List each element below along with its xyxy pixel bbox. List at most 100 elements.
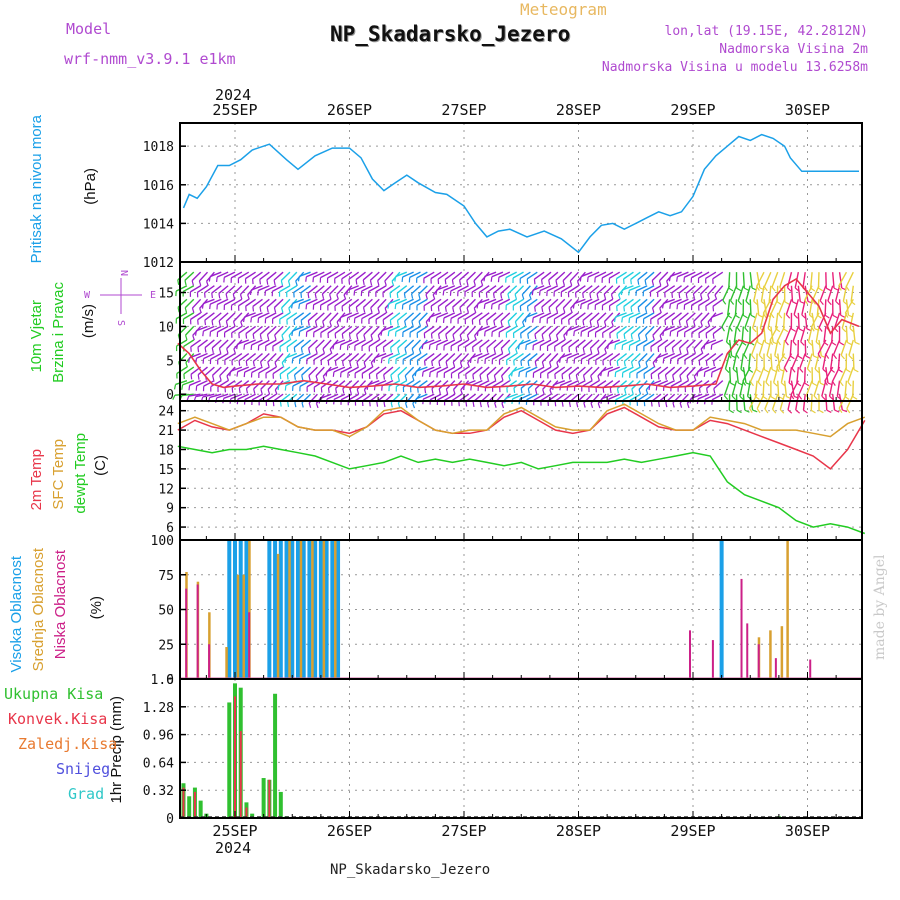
wind-barb (505, 298, 518, 306)
wind-barb (849, 312, 854, 329)
wind-barb-feather (513, 387, 516, 393)
wind-barb (657, 339, 669, 348)
wind-barb (251, 339, 263, 346)
wind-barb (671, 339, 683, 349)
wind-barb-feather (240, 321, 243, 327)
wind-barb (506, 352, 518, 361)
wind-barb (294, 366, 305, 376)
model-name: wrf-nmm_v3.9.1 e1km (64, 50, 236, 68)
wind-barb-feather (493, 347, 496, 354)
wind-barb-feather (789, 355, 795, 360)
wind-barb-feather (329, 348, 333, 354)
wind-barb-feather (696, 371, 699, 377)
wind-barb (589, 312, 600, 322)
wind-barb (211, 312, 222, 322)
wind-barb-feather (243, 344, 246, 350)
wind-barb (711, 312, 724, 318)
wind-barb-feather (830, 368, 835, 373)
wind-barb (541, 271, 552, 281)
year-label-bottom: 2024 (215, 839, 251, 857)
wind-barb (459, 271, 470, 281)
wind-barb (704, 393, 717, 400)
wind-barb (568, 312, 579, 321)
wind-barb-feather (840, 354, 845, 360)
wind-barb (224, 298, 236, 306)
wind-barb-feather (623, 306, 626, 312)
wind-barb (418, 285, 428, 295)
wind-barb-feather (527, 333, 530, 339)
wind-barb (196, 380, 208, 387)
wind-barb (735, 367, 739, 384)
wind-barb (671, 285, 682, 294)
wind-barb-feather (665, 402, 668, 408)
wind-barb (307, 312, 318, 322)
precip-total-bar (278, 791, 283, 818)
wind-barb (756, 299, 760, 316)
wind-barb (777, 326, 786, 342)
wind-barb (209, 271, 222, 278)
wind-barb (554, 339, 566, 348)
wind-barb-feather (735, 314, 740, 319)
wind-barb-feather (341, 306, 344, 312)
cloud-low-bar (208, 644, 211, 679)
wind-barb (355, 271, 366, 281)
wind-barb (210, 325, 222, 333)
wind-barb (679, 366, 689, 377)
wind-barb (238, 380, 250, 389)
wind-barb-feather (375, 374, 378, 380)
wind-barb (272, 285, 284, 292)
wind-barb (377, 271, 387, 282)
wind-barb-feather (356, 389, 360, 395)
wind-barb (637, 271, 648, 281)
wind-barb (431, 325, 442, 335)
wind-barb-feather (645, 334, 648, 340)
cloud-mid-bar (786, 540, 789, 679)
wind-barb-feather (845, 369, 851, 373)
wind-barb (223, 393, 236, 399)
wind-barb (728, 339, 733, 356)
wind-barb (595, 325, 607, 333)
wind-barb (560, 285, 572, 293)
wind-barb-feather (219, 375, 222, 381)
wind-barb-feather (742, 314, 748, 319)
wind-barb-feather (325, 371, 328, 377)
wind-barb (664, 339, 676, 348)
wind-barb (486, 366, 497, 376)
wind-barb (804, 339, 807, 356)
wind-barb (741, 326, 745, 343)
wind-barb (580, 271, 593, 278)
wind-barb (416, 298, 428, 306)
wind-barb (657, 285, 669, 293)
wind-barb (196, 325, 208, 332)
wind-barb (838, 394, 843, 411)
wind-barb (540, 366, 552, 374)
wind-barb-feather (743, 354, 748, 360)
wind-barb-feather (438, 388, 441, 394)
wind-barb (705, 298, 717, 307)
cloud-high-bar (278, 540, 283, 679)
wind-barb (484, 352, 497, 360)
wind-barb-feather (725, 368, 730, 373)
wind-barb-feather (579, 276, 582, 282)
wind-barb (527, 298, 538, 307)
wind-barb-feather (173, 384, 177, 390)
wind-barb (225, 312, 236, 322)
wind-barb-feather (494, 402, 497, 408)
wind-barb (368, 285, 380, 293)
wind-barb (796, 367, 800, 384)
wind-barb-feather (297, 276, 300, 282)
wind-barb-feather (277, 385, 280, 391)
wind-barb-feather (721, 326, 725, 332)
wind-barb-feather (603, 321, 607, 327)
wind-barb (596, 312, 607, 322)
wind-barb (622, 393, 634, 401)
cloud-high-bar (719, 540, 724, 679)
wind-barb (780, 366, 786, 383)
wind-barb-feather (341, 361, 344, 367)
wind-barb (484, 325, 497, 333)
wind-barb-feather (266, 334, 270, 340)
wind-barb (418, 312, 428, 322)
wind-barb-feather (621, 317, 623, 323)
wind-barb-feather (348, 306, 351, 312)
wind-barb (818, 312, 827, 328)
